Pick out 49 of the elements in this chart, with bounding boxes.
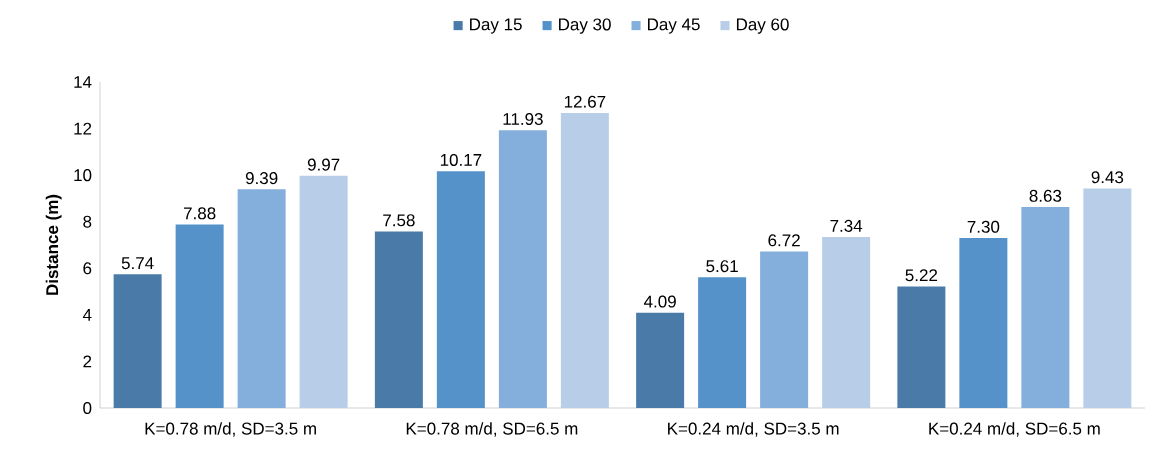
bar — [113, 274, 162, 408]
y-tick-label: 4 — [82, 309, 92, 321]
bar — [636, 312, 685, 408]
y-tick-label: 12 — [74, 122, 92, 135]
data-label: 7.88 — [183, 207, 216, 220]
data-label: 4.09 — [643, 295, 676, 308]
data-label: 8.63 — [1029, 189, 1062, 202]
y-tick-label: 2 — [83, 355, 92, 368]
x-tick-label: K=0.24 m/d, SD=6.5 m — [929, 422, 1100, 437]
y-tick-label: 8 — [83, 215, 92, 228]
data-label: 9.39 — [245, 172, 278, 185]
bar — [175, 224, 224, 408]
bar — [822, 237, 871, 408]
bar — [436, 171, 485, 408]
data-label: 5.22 — [905, 269, 938, 282]
y-tick-label: 14 — [74, 76, 92, 88]
x-tick-label: K=0.78 m/d, SD=6.5 m — [406, 422, 578, 437]
bar — [498, 130, 547, 408]
legend-label: Day 15 — [470, 18, 522, 34]
bar — [1083, 188, 1132, 408]
x-tick-label: K=0.78 m/d, SD=3.5 m — [145, 422, 316, 437]
data-label: 5.61 — [706, 260, 738, 273]
data-label: 6.72 — [768, 234, 800, 247]
data-label: 10.17 — [440, 153, 482, 166]
legend-label: Day 30 — [559, 18, 611, 34]
data-label: 7.34 — [830, 219, 863, 232]
y-tick-label: 6 — [83, 262, 92, 275]
bar — [959, 238, 1008, 408]
legend-label: Day 60 — [736, 18, 789, 34]
bar — [237, 189, 286, 408]
x-tick-label: K=0.24 m/d, SD=3.5 m — [668, 422, 839, 437]
bar — [698, 277, 747, 408]
bar — [560, 112, 609, 408]
bar — [299, 175, 348, 408]
y-tick-label: 0 — [83, 401, 92, 415]
data-label: 9.97 — [307, 158, 340, 171]
data-label: 11.93 — [503, 112, 543, 126]
bar — [897, 286, 946, 408]
data-label: 12.67 — [564, 95, 606, 108]
y-tick-label: 10 — [74, 169, 92, 182]
data-label: 5.74 — [121, 257, 154, 270]
bar — [374, 231, 423, 408]
data-label: 7.30 — [967, 220, 1000, 233]
bar — [1021, 207, 1070, 408]
bar — [760, 251, 809, 408]
y-axis-title: Distance (m) — [45, 194, 62, 295]
data-label: 9.43 — [1091, 171, 1124, 184]
data-label: 7.58 — [383, 214, 415, 227]
legend-label: Day 45 — [648, 18, 700, 34]
